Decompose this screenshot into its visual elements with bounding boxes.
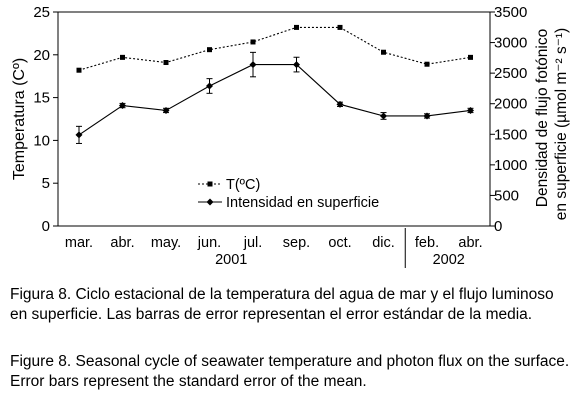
temperature-point	[207, 47, 212, 53]
x-tick-label: sep.	[283, 235, 310, 251]
x-tick-label: abr.	[110, 235, 134, 251]
left-axis-tick-label: 25	[33, 4, 50, 21]
temperature-point	[294, 24, 299, 30]
right-axis-tick-label: 2000	[494, 96, 527, 113]
intensity-point	[467, 106, 474, 114]
caption-english: Figure 8. Seasonal cycle of seawater tem…	[10, 352, 572, 392]
x-tick-label: jun.	[197, 235, 221, 251]
temperature-point	[120, 54, 125, 60]
x-tick-label: feb.	[415, 235, 439, 251]
right-axis-tick-label: 500	[494, 187, 519, 204]
x-tick-label: abr.	[458, 235, 482, 251]
x-tick-label: may.	[151, 235, 181, 251]
temperature-point	[381, 49, 386, 55]
temperature-point	[337, 24, 343, 30]
caption-spanish-text: . Ciclo estacional de la temperatura del…	[10, 286, 554, 323]
left-axis-title: Temperatura (Cº)	[11, 58, 28, 180]
caption-spanish-label: Figura 8	[10, 286, 67, 303]
intensity-point	[75, 131, 83, 139]
temperature-point	[163, 60, 169, 66]
right-axis-title-line2: en superficie (µmol m⁻² s⁻¹)	[553, 28, 570, 220]
left-axis-tick-label: 10	[33, 132, 50, 149]
temperature-point	[468, 54, 473, 60]
right-axis-tick-label: 2500	[494, 65, 527, 82]
intensity-point	[336, 100, 344, 108]
plot-frame	[57, 11, 491, 227]
left-axis-tick-label: 0	[42, 218, 50, 235]
temperature-point	[76, 67, 82, 73]
intensity-point	[423, 112, 431, 120]
intensity-point	[119, 102, 126, 110]
intensity-point	[380, 112, 387, 120]
legend-marker-square	[207, 181, 213, 187]
caption-spanish: Figura 8. Ciclo estacional de la tempera…	[10, 285, 572, 325]
x-tick-label: jul.	[243, 235, 263, 251]
right-axis-tick-label: 1500	[494, 126, 527, 143]
caption-english-text: . Seasonal cycle of seawater temperature…	[10, 353, 570, 390]
left-axis-tick-label: 15	[33, 90, 50, 107]
x-tick-label: mar.	[65, 235, 93, 251]
intensity-point	[206, 82, 213, 90]
x-tick-label: dic.	[372, 235, 395, 251]
intensity-point	[293, 61, 300, 69]
legend-marker-diamond	[206, 198, 214, 206]
right-axis-tick-label: 0	[494, 218, 502, 235]
chart: 0 5 10 15 20 25 0 500 1000 1500 2000 2500 3000 3500 Te…	[11, 4, 570, 268]
series-line-intensity	[78, 64, 471, 136]
right-axis-title-line1: Densidad de flujo fotónico	[534, 29, 551, 207]
intensity-point	[162, 106, 170, 114]
year-label: 2001	[215, 252, 247, 268]
right-axis-tick-label: 3500	[494, 4, 527, 21]
right-axis-tick-label: 3000	[494, 35, 527, 52]
temperature-point	[424, 61, 430, 67]
legend-label: T(ºC)	[226, 177, 260, 193]
legend-label: Intensidad en superficie	[226, 195, 379, 211]
series-line-temperature	[78, 26, 471, 71]
x-tick-label: oct.	[328, 235, 351, 251]
left-axis-tick-label: 5	[42, 175, 50, 192]
right-axis-tick-label: 1000	[494, 157, 527, 174]
year-label: 2002	[433, 252, 465, 268]
temperature-point	[250, 39, 256, 45]
chart-svg: 0 5 10 15 20 25 0 500 1000 1500 2000 2500 3000 3500 Te…	[11, 4, 570, 268]
intensity-point	[249, 61, 257, 69]
left-axis-tick-label: 20	[33, 47, 50, 64]
caption-english-label: Figure 8	[10, 353, 67, 370]
